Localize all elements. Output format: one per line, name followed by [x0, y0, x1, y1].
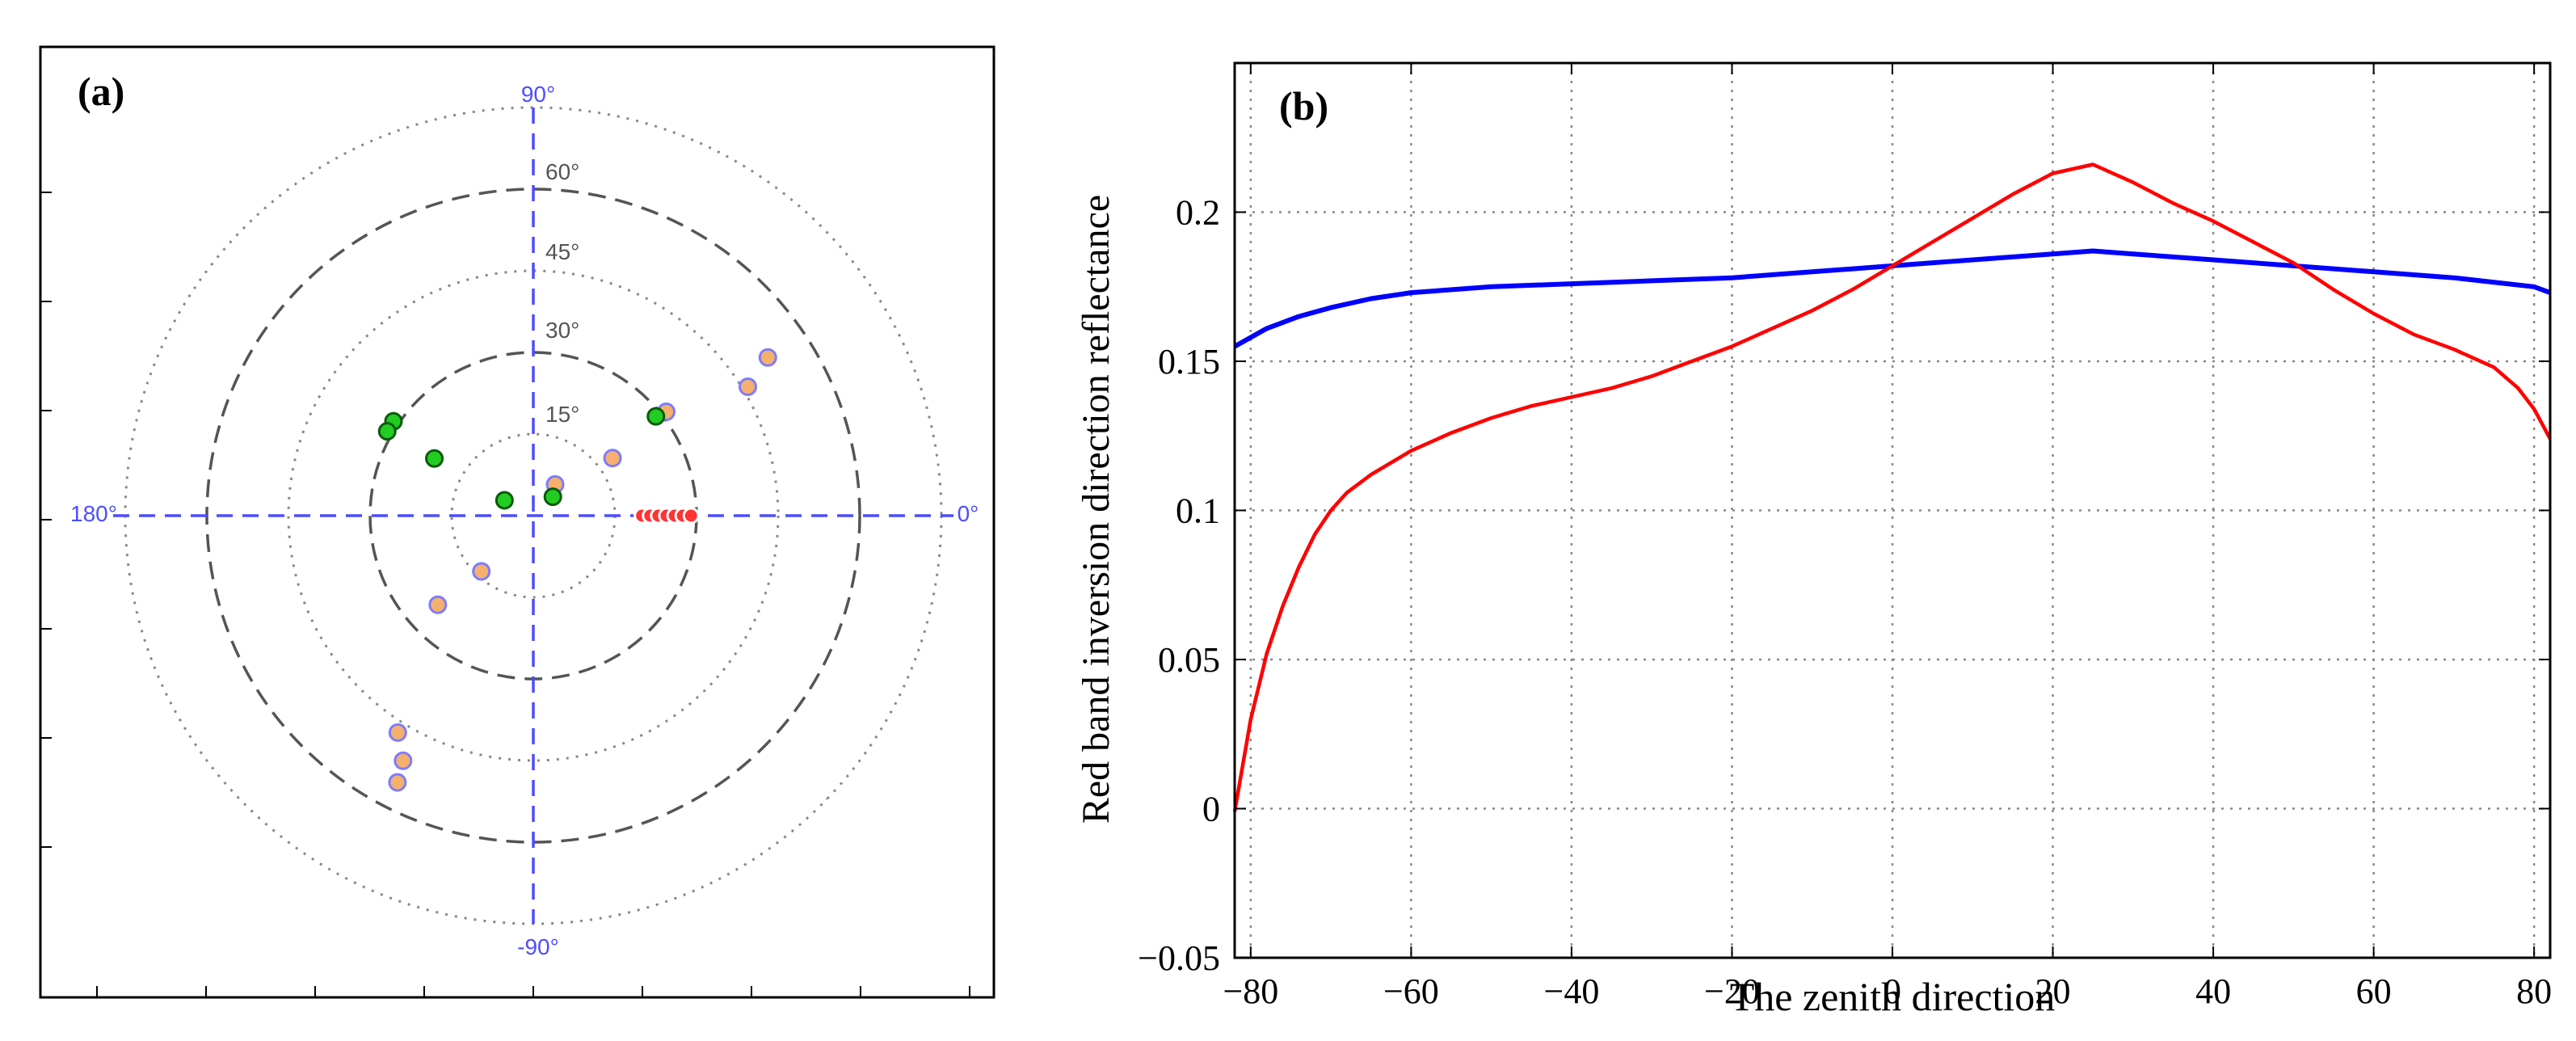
- ring-label-15: 15°: [545, 402, 579, 427]
- ring-label-60: 60°: [545, 159, 579, 184]
- orange-point: [428, 595, 448, 614]
- polar-plot-panel: (a) 90° 180° 0° -90° 15° 30° 45° 60°: [39, 45, 995, 999]
- orange-point: [394, 751, 413, 770]
- orange-point: [388, 773, 407, 792]
- green-point: [425, 449, 444, 468]
- axis-label-bottom: -90°: [517, 934, 559, 959]
- orange-point: [472, 562, 491, 581]
- orange-point: [758, 348, 777, 367]
- ring-labels: 15° 30° 45° 60°: [545, 159, 579, 427]
- xtick-label: 40: [2195, 971, 2231, 1011]
- xtick-label: 0: [1884, 971, 1901, 1011]
- panel-b-label: (b): [1279, 83, 1328, 129]
- red-series-line: [1232, 162, 2552, 812]
- x-axis-title: The zenith direction: [1730, 974, 2056, 1019]
- polar-points: [377, 348, 777, 792]
- blue-series-line: [1233, 248, 2552, 349]
- line-plot-ticks: [1235, 63, 2550, 959]
- line-plot-panel: −80 −60 −40 −20 0 20 40 60 80 −0.05 0 0.…: [1075, 61, 2552, 1019]
- polar-axes: [113, 107, 953, 924]
- ytick-label: 0.05: [1158, 640, 1220, 680]
- red-point: [682, 507, 700, 525]
- green-point: [377, 422, 397, 441]
- xtick-label: 80: [2516, 971, 2552, 1011]
- polar-frame-ticks: [40, 192, 970, 997]
- axis-label-left: 180°: [70, 501, 117, 526]
- tick-labels: −80 −60 −40 −20 0 20 40 60 80 −0.05 0 0.…: [1138, 193, 2552, 1012]
- orange-point: [388, 723, 407, 742]
- ring-label-30: 30°: [545, 318, 579, 343]
- ytick-label: 0.15: [1158, 342, 1220, 381]
- green-point: [646, 407, 666, 426]
- y-axis-title: Red band inversion direction reflectance: [1075, 195, 1118, 824]
- green-point: [495, 491, 514, 510]
- ytick-label: 0.2: [1176, 193, 1220, 233]
- green-point: [543, 487, 562, 507]
- ring-label-45: 45°: [545, 239, 579, 264]
- line-plot-series: [1232, 162, 2552, 812]
- xtick-label: −60: [1383, 971, 1439, 1011]
- axis-label-right: 0°: [958, 501, 979, 526]
- xtick-label: −80: [1223, 971, 1278, 1011]
- xtick-label: −20: [1704, 971, 1760, 1011]
- xtick-label: −40: [1544, 971, 1600, 1011]
- ring-45: [287, 269, 780, 762]
- axis-label-top: 90°: [521, 82, 555, 107]
- xtick-label: 60: [2356, 971, 2392, 1011]
- ytick-label: 0: [1202, 790, 1220, 829]
- panel-a-label: (a): [78, 69, 124, 114]
- orange-point: [738, 377, 757, 396]
- orange-point: [603, 449, 622, 468]
- line-plot-grid: [1235, 63, 2550, 959]
- polar-plot-frame: [39, 45, 995, 999]
- xtick-label: 20: [2035, 971, 2071, 1011]
- ytick-label: 0.1: [1176, 491, 1220, 531]
- ytick-label: −0.05: [1138, 938, 1220, 978]
